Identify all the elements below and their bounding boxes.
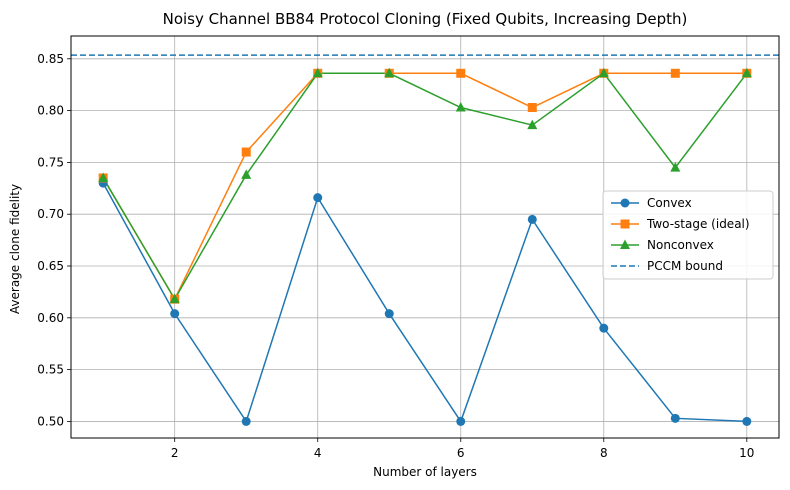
y-tick-label: 0.75 [37, 155, 64, 169]
x-axis-label: Number of layers [373, 465, 477, 479]
legend-marker-convex [620, 198, 630, 208]
convex-point [241, 416, 251, 426]
y-tick-label: 0.60 [37, 311, 64, 325]
two-stage-ideal-point [527, 102, 537, 112]
nonconvex-point [527, 119, 538, 130]
legend-marker-two-stage-ideal [620, 219, 630, 229]
legend-marker-nonconvex [620, 239, 630, 249]
x-tick-label: 8 [600, 446, 608, 460]
x-axis: 2 4 6 8 10 [171, 438, 754, 460]
nonconvex-point [455, 101, 466, 112]
y-tick-label: 0.50 [37, 414, 64, 428]
nonconvex-point [312, 67, 323, 78]
chart-title: Noisy Channel BB84 Protocol Cloning (Fix… [163, 10, 688, 28]
x-tick-label: 2 [171, 446, 179, 460]
convex-line [102, 182, 747, 424]
two-stage-ideal-point [456, 68, 466, 78]
nonconvex-point [241, 169, 252, 179]
x-tick-label: 6 [457, 446, 465, 460]
two-stage-ideal-line [102, 72, 747, 301]
convex-point [742, 416, 752, 426]
convex-point [527, 214, 537, 224]
legend-label-convex: Convex [647, 196, 692, 210]
nonconvex-point [384, 67, 395, 78]
convex-point [456, 416, 466, 426]
x-tick-label: 10 [739, 446, 754, 460]
legend-box [602, 190, 774, 280]
y-tick-label: 0.55 [37, 363, 64, 377]
nonconvex-point [598, 67, 609, 78]
plot-frame [70, 35, 780, 439]
convex-point [313, 193, 323, 203]
y-tick-label: 0.80 [37, 104, 64, 118]
nonconvex-point [741, 67, 752, 78]
series-markers [98, 67, 752, 426]
y-tick-label: 0.65 [37, 259, 64, 273]
nonconvex-point [670, 162, 681, 172]
convex-point [599, 323, 609, 333]
legend-label-two-stage-ideal: Two-stage (ideal) [646, 217, 750, 231]
legend-label-nonconvex: Nonconvex [647, 238, 714, 252]
nonconvex-point [98, 172, 109, 182]
nonconvex-point [169, 293, 180, 304]
y-tick-label: 0.85 [37, 52, 64, 66]
y-axis: 0.50 0.55 0.60 0.65 0.70 0.75 0.80 0.85 [37, 52, 71, 428]
y-axis-label: Average clone fidelity [8, 184, 22, 314]
y-tick-label: 0.70 [37, 207, 64, 221]
legend: Convex Two-stage (ideal) Nonconvex PCCM bou… [602, 190, 774, 280]
series-lines [102, 72, 748, 424]
legend-label-pccm-bound: PCCM bound [647, 259, 723, 273]
two-stage-ideal-point [241, 147, 251, 157]
convex-point [384, 309, 394, 319]
two-stage-ideal-point [670, 68, 680, 78]
nonconvex-line [102, 72, 748, 301]
convex-point [670, 413, 680, 423]
convex-point [170, 309, 180, 319]
x-tick-label: 4 [314, 446, 322, 460]
